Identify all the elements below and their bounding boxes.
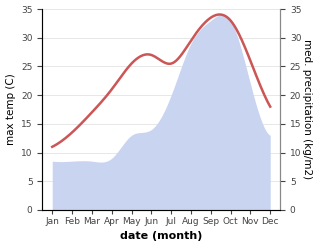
Y-axis label: max temp (C): max temp (C): [5, 74, 16, 145]
Y-axis label: med. precipitation (kg/m2): med. precipitation (kg/m2): [302, 40, 313, 180]
X-axis label: date (month): date (month): [120, 231, 203, 242]
